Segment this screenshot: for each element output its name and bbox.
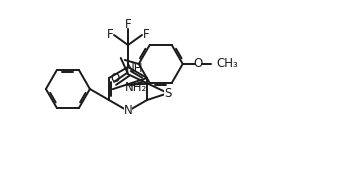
Text: F: F [125,19,131,32]
Text: S: S [164,87,172,100]
Text: NH₂: NH₂ [125,81,147,94]
Text: O: O [110,72,120,85]
Text: CH₃: CH₃ [217,58,238,70]
Text: O: O [193,58,203,70]
Text: NH: NH [126,62,143,75]
Text: F: F [143,28,149,41]
Text: F: F [107,28,113,41]
Text: N: N [124,104,132,118]
